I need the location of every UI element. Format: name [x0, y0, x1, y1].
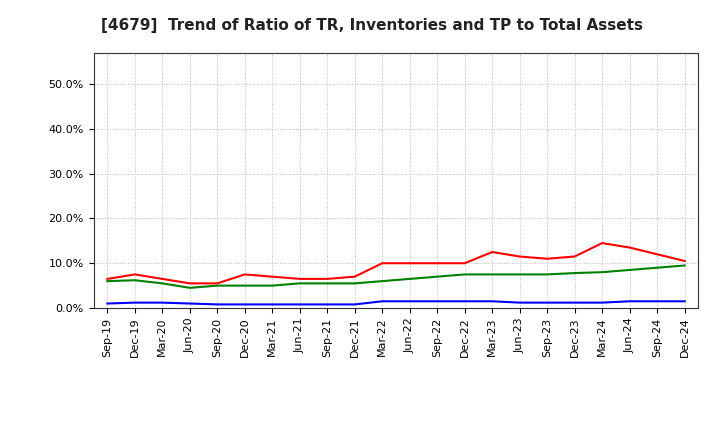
Inventories	[158, 300, 166, 305]
Inventories	[543, 300, 552, 305]
Trade Payables	[130, 278, 139, 283]
Line: Inventories: Inventories	[107, 301, 685, 304]
Trade Payables	[405, 276, 414, 282]
Trade Payables	[186, 285, 194, 290]
Trade Receivables	[323, 276, 332, 282]
Inventories	[433, 299, 441, 304]
Inventories	[378, 299, 387, 304]
Text: [4679]  Trend of Ratio of TR, Inventories and TP to Total Assets: [4679] Trend of Ratio of TR, Inventories…	[101, 18, 643, 33]
Inventories	[405, 299, 414, 304]
Trade Receivables	[543, 256, 552, 261]
Inventories	[186, 301, 194, 306]
Trade Receivables	[240, 272, 249, 277]
Inventories	[488, 299, 497, 304]
Trade Payables	[351, 281, 359, 286]
Trade Payables	[516, 272, 524, 277]
Trade Payables	[295, 281, 304, 286]
Trade Receivables	[405, 260, 414, 266]
Inventories	[516, 300, 524, 305]
Trade Payables	[158, 281, 166, 286]
Trade Receivables	[295, 276, 304, 282]
Inventories	[213, 302, 222, 307]
Inventories	[626, 299, 634, 304]
Inventories	[570, 300, 579, 305]
Trade Receivables	[460, 260, 469, 266]
Trade Receivables	[680, 258, 689, 264]
Trade Payables	[570, 271, 579, 276]
Trade Payables	[240, 283, 249, 288]
Trade Payables	[323, 281, 332, 286]
Trade Receivables	[626, 245, 634, 250]
Trade Receivables	[516, 254, 524, 259]
Trade Receivables	[268, 274, 276, 279]
Trade Receivables	[598, 240, 606, 246]
Trade Payables	[653, 265, 662, 270]
Trade Payables	[680, 263, 689, 268]
Trade Payables	[626, 268, 634, 273]
Trade Payables	[460, 272, 469, 277]
Inventories	[240, 302, 249, 307]
Inventories	[295, 302, 304, 307]
Inventories	[598, 300, 606, 305]
Line: Trade Receivables: Trade Receivables	[107, 243, 685, 283]
Trade Receivables	[213, 281, 222, 286]
Trade Payables	[268, 283, 276, 288]
Trade Receivables	[130, 272, 139, 277]
Inventories	[268, 302, 276, 307]
Trade Payables	[488, 272, 497, 277]
Inventories	[460, 299, 469, 304]
Trade Receivables	[433, 260, 441, 266]
Trade Receivables	[378, 260, 387, 266]
Trade Payables	[543, 272, 552, 277]
Trade Payables	[378, 279, 387, 284]
Trade Receivables	[570, 254, 579, 259]
Trade Receivables	[186, 281, 194, 286]
Inventories	[130, 300, 139, 305]
Inventories	[680, 299, 689, 304]
Trade Receivables	[488, 249, 497, 255]
Trade Receivables	[653, 252, 662, 257]
Trade Payables	[598, 270, 606, 275]
Trade Receivables	[351, 274, 359, 279]
Inventories	[103, 301, 112, 306]
Trade Payables	[433, 274, 441, 279]
Inventories	[351, 302, 359, 307]
Line: Trade Payables: Trade Payables	[107, 265, 685, 288]
Trade Payables	[213, 283, 222, 288]
Trade Receivables	[158, 276, 166, 282]
Trade Receivables	[103, 276, 112, 282]
Inventories	[653, 299, 662, 304]
Inventories	[323, 302, 332, 307]
Trade Payables	[103, 279, 112, 284]
